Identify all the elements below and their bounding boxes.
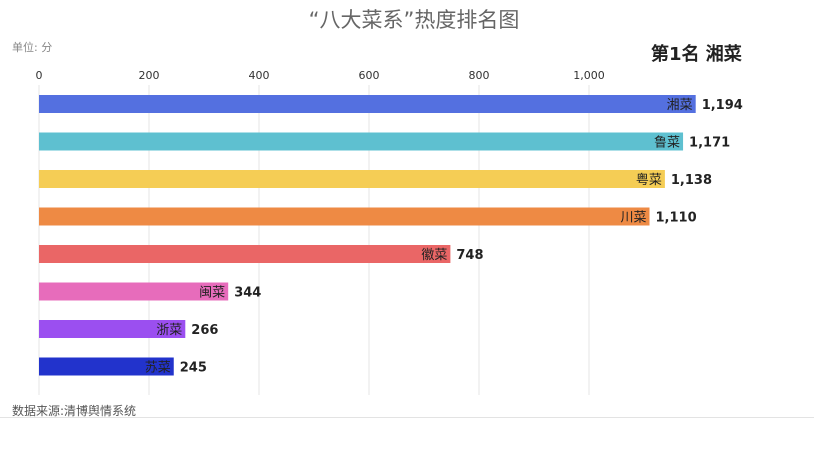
gridlines	[38, 85, 590, 395]
bar-value-label: 1,194	[702, 98, 743, 113]
bar	[39, 132, 684, 151]
bar-category-label: 川菜	[620, 211, 646, 226]
bar-category-label: 湘菜	[667, 98, 693, 113]
bar-category-label: 闽菜	[199, 286, 225, 301]
bar-value-label: 748	[456, 248, 483, 263]
bar	[39, 170, 665, 188]
x-tick-label: 0	[36, 69, 43, 82]
bar	[39, 282, 229, 301]
bar	[39, 320, 186, 338]
data-source: 数据来源:清博舆情系统	[12, 404, 137, 418]
chart-title: “八大菜系”热度排名图	[308, 8, 520, 32]
rank-label: 第1名 湘菜	[651, 44, 742, 65]
bar	[39, 207, 650, 226]
bar	[39, 357, 174, 376]
bar-value-label: 1,171	[689, 136, 730, 151]
x-tick-label: 200	[139, 69, 160, 82]
bar-value-label: 1,138	[671, 173, 712, 188]
bar-category-label: 苏菜	[145, 360, 171, 376]
bar-value-label: 344	[234, 286, 261, 301]
bar-category-label: 浙菜	[156, 323, 182, 338]
bar-category-label: 鲁菜	[654, 136, 680, 151]
x-tick-label: 600	[359, 69, 380, 82]
bar-category-label: 徽菜	[421, 248, 447, 263]
bar	[39, 95, 696, 113]
x-tick-label: 1,000	[573, 69, 605, 82]
x-axis-ticks: 0 200 400 600 800 1,000	[36, 69, 605, 82]
x-tick-label: 400	[249, 69, 270, 82]
footer-divider	[0, 417, 814, 418]
bars: 湘菜 1,194 鲁菜 1,171 粤菜 1,138 川菜 1,110 徽菜 748 闽菜 344 浙菜…	[39, 95, 743, 376]
bar-category-label: 粤菜	[636, 172, 662, 188]
unit-label: 单位: 分	[12, 41, 53, 54]
bar	[39, 245, 451, 263]
bar-value-label: 1,110	[656, 211, 697, 226]
bar-value-label: 266	[191, 323, 218, 338]
bar-value-label: 245	[180, 361, 207, 376]
x-tick-label: 800	[469, 69, 490, 82]
